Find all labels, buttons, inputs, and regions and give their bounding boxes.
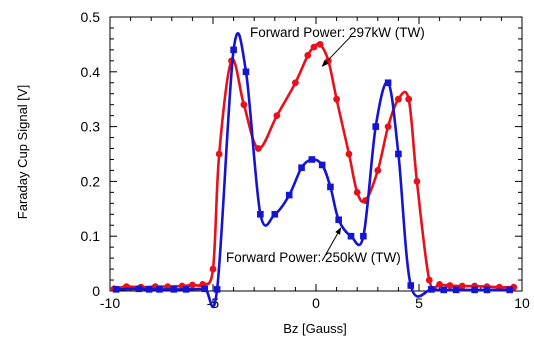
data-point — [215, 150, 223, 158]
annotation-arrow — [321, 227, 342, 262]
data-point — [318, 161, 326, 169]
data-point — [425, 276, 433, 284]
data-point — [308, 156, 316, 163]
series-line — [116, 32, 510, 309]
y-axis-label: Faraday Cup Signal [V] — [15, 85, 30, 219]
data-point — [182, 286, 190, 293]
data-point — [405, 95, 413, 103]
y-tick-label: 0.2 — [81, 173, 101, 189]
annotation-250kw: Forward Power: 250kW (TW) — [226, 250, 401, 265]
data-point — [384, 123, 392, 130]
y-tick-label: 0.4 — [81, 64, 101, 80]
data-point — [271, 210, 279, 218]
data-point — [506, 286, 513, 294]
data-point — [360, 232, 367, 240]
data-point — [292, 79, 299, 87]
data-point — [209, 265, 217, 273]
data-point — [135, 285, 143, 293]
data-point — [189, 281, 196, 289]
x-tick-label: 0 — [312, 295, 320, 311]
data-point — [428, 286, 435, 293]
data-point — [285, 191, 293, 199]
x-tick-label: -10 — [100, 295, 120, 311]
data-point — [257, 210, 264, 218]
data-point — [483, 286, 491, 294]
data-point — [240, 101, 248, 109]
y-tick-label: 0.3 — [81, 119, 101, 135]
annotation-arrow — [321, 35, 352, 67]
data-point — [242, 68, 250, 76]
data-point — [458, 282, 466, 290]
data-point — [333, 95, 340, 103]
data-point — [156, 286, 163, 293]
data-point — [304, 51, 312, 59]
data-point — [254, 145, 262, 152]
data-point — [298, 164, 305, 171]
x-axis-label: Bz [Gauss] — [283, 321, 347, 336]
data-point — [395, 95, 402, 103]
y-tick-label: 0.5 — [81, 9, 101, 25]
data-point — [347, 232, 355, 240]
annotation-layer: Forward Power: 297kW (TW) Forward Power:… — [226, 25, 425, 265]
data-point — [471, 286, 478, 294]
data-point — [170, 286, 178, 293]
x-tick-label: 10 — [514, 295, 530, 311]
y-tick-label: 0 — [92, 283, 100, 299]
data-point — [345, 150, 353, 158]
data-point — [230, 46, 237, 54]
data-point — [145, 286, 153, 293]
data-point — [112, 286, 120, 293]
data-point — [335, 216, 342, 224]
data-point — [452, 286, 460, 294]
x-tick-label: 5 — [415, 295, 423, 311]
data-point — [201, 285, 209, 293]
data-point — [273, 112, 281, 120]
data-point — [324, 57, 332, 65]
data-point — [395, 150, 402, 158]
data-point — [213, 286, 221, 293]
data-point — [446, 282, 454, 289]
data-point — [374, 167, 382, 174]
annotation-297kw: Forward Power: 297kW (TW) — [250, 25, 425, 40]
data-point — [316, 41, 324, 48]
data-point — [440, 286, 448, 294]
series-layer — [110, 32, 518, 309]
series-1 — [112, 32, 513, 309]
data-point — [353, 188, 361, 196]
data-point — [407, 282, 415, 289]
data-point — [436, 281, 443, 288]
data-point — [384, 79, 392, 87]
data-point — [372, 123, 380, 130]
data-point — [413, 178, 421, 185]
data-point — [310, 43, 318, 51]
data-point — [327, 183, 334, 191]
y-tick-label: 0.1 — [81, 228, 101, 244]
